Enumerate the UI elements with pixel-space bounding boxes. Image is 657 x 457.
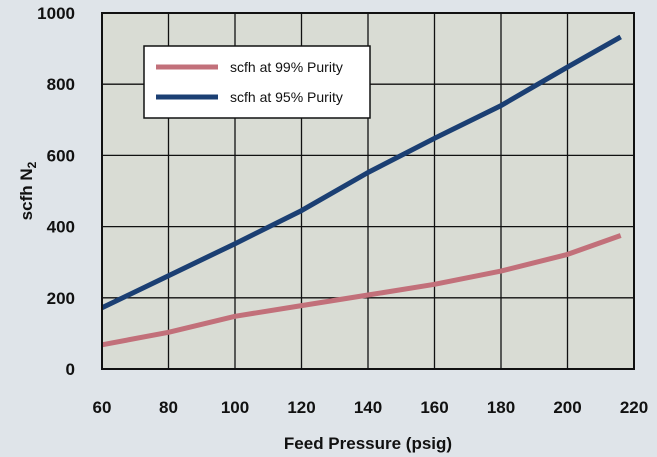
series-line-1 bbox=[100, 34, 622, 311]
legend-label-95-purity: scfh at 95% Purity bbox=[230, 89, 343, 105]
legend-label-99-purity: scfh at 99% Purity bbox=[230, 59, 343, 75]
x-tick-labels: 60 80 100 120 140 160 180 200 220 bbox=[93, 398, 649, 417]
x-tick-label: 160 bbox=[420, 398, 448, 417]
legend-box bbox=[143, 45, 371, 119]
x-tick-label: 100 bbox=[221, 398, 249, 417]
legend: scfh at 99% Purity scfh at 95% Purity bbox=[143, 45, 371, 119]
y-tick-label: 0 bbox=[66, 360, 75, 379]
x-tick-label: 60 bbox=[93, 398, 112, 417]
y-axis-title: scfh N2 bbox=[17, 161, 39, 220]
x-axis-title: Feed Pressure (psig) bbox=[284, 434, 452, 453]
plot-frame bbox=[101, 12, 635, 370]
x-tick-label: 140 bbox=[354, 398, 382, 417]
y-tick-label: 600 bbox=[47, 146, 75, 165]
x-tick-label: 80 bbox=[159, 398, 178, 417]
y-tick-labels: 0 200 400 600 800 1000 bbox=[37, 4, 75, 379]
y-axis-title-main: scfh N bbox=[17, 168, 36, 220]
series-line-0 bbox=[101, 233, 622, 348]
x-tick-label: 200 bbox=[553, 398, 581, 417]
x-tick-label: 180 bbox=[487, 398, 515, 417]
y-tick-label: 400 bbox=[47, 218, 75, 237]
x-tick-label: 120 bbox=[287, 398, 315, 417]
y-tick-label: 800 bbox=[47, 75, 75, 94]
x-tick-label: 220 bbox=[620, 398, 648, 417]
y-tick-label: 200 bbox=[47, 289, 75, 308]
y-tick-label: 1000 bbox=[37, 4, 75, 23]
y-axis-title-subscript: 2 bbox=[25, 161, 39, 168]
series-lines bbox=[100, 34, 622, 348]
